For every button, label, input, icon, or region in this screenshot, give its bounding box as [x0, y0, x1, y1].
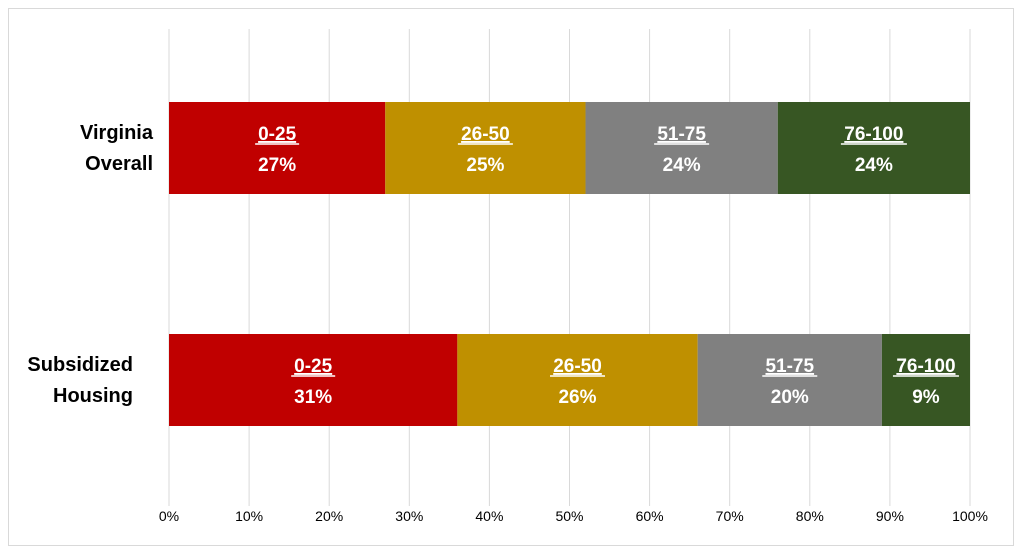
- segment-range-label: 26-50: [553, 356, 602, 377]
- bar-segment-0-25: [169, 102, 386, 194]
- segment-range-label: 51-75: [765, 356, 814, 377]
- x-tick-label: 80%: [796, 508, 824, 524]
- segment-value-label: 20%: [771, 387, 809, 408]
- x-tick-label: 30%: [395, 508, 423, 524]
- segment-value-label: 25%: [466, 155, 504, 176]
- segment-range-label: 0-25: [258, 124, 296, 145]
- category-label: Subsidized Housing: [27, 354, 133, 407]
- segment-value-label: 9%: [912, 387, 940, 408]
- segment-range-label: 0-25: [294, 356, 332, 377]
- bar-segment-26-50: [385, 102, 586, 194]
- x-tick-label: 90%: [876, 508, 904, 524]
- chart-frame: 0% 10% 20% 30% 40% 50% 60% 70% 80% 90% 100% Virgini…: [8, 8, 1014, 546]
- segment-range-label: 76-100: [896, 356, 955, 377]
- x-tick-label: 50%: [555, 508, 583, 524]
- segment-value-label: 26%: [558, 387, 596, 408]
- stacked-bar-chart: 0% 10% 20% 30% 40% 50% 60% 70% 80% 90% 100% Virgini…: [27, 29, 988, 524]
- segment-range-label: 51-75: [657, 124, 706, 145]
- x-tick-label: 60%: [636, 508, 664, 524]
- bar-segment-51-75: [585, 102, 778, 194]
- segment-value-label: 24%: [663, 155, 701, 176]
- x-tick-label: 70%: [716, 508, 744, 524]
- segment-value-label: 24%: [855, 155, 893, 176]
- segment-value-label: 27%: [258, 155, 296, 176]
- x-tick-label: 40%: [475, 508, 503, 524]
- x-tick-label: 100%: [952, 508, 988, 524]
- bar-segment-26-50: [457, 334, 698, 426]
- x-tick-label: 10%: [235, 508, 263, 524]
- bar-segment-76-100: [777, 102, 970, 194]
- bar-segment-51-75: [697, 334, 882, 426]
- bar-segment-76-100: [881, 334, 970, 426]
- segment-range-label: 76-100: [844, 124, 903, 145]
- category-label: Virginia Overall: [80, 122, 154, 175]
- x-tick-label: 0%: [159, 508, 179, 524]
- segment-range-label: 26-50: [461, 124, 510, 145]
- x-tick-label: 20%: [315, 508, 343, 524]
- bar-segment-0-25: [169, 334, 458, 426]
- segment-value-label: 31%: [294, 387, 332, 408]
